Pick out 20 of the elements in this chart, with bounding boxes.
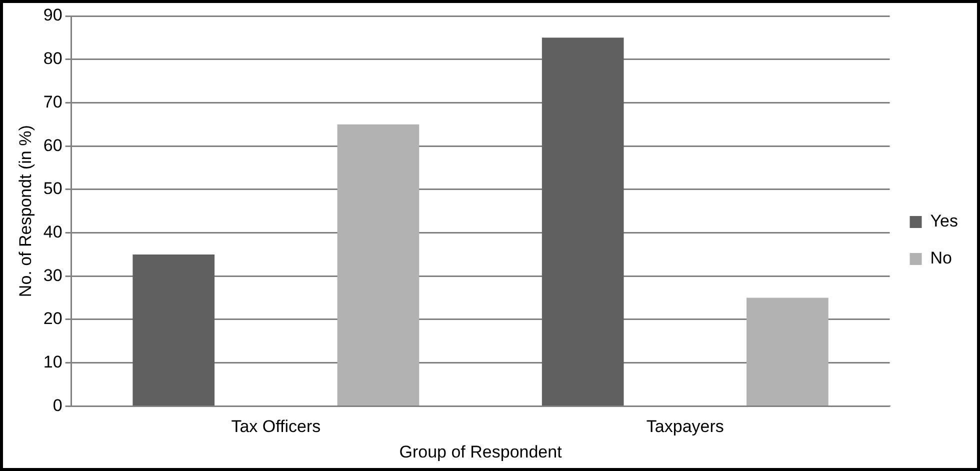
bar (746, 298, 828, 406)
y-tick-label: 80 (43, 49, 62, 68)
bar (132, 254, 215, 406)
y-tick-label: 0 (52, 396, 62, 415)
y-tick-label: 50 (43, 179, 62, 198)
x-axis-title: Group of Respondent (399, 442, 562, 462)
y-tick-label: 40 (43, 222, 62, 242)
x-tick-label: Tax Officers (231, 417, 321, 436)
legend-label: No (930, 248, 952, 268)
bar (337, 124, 420, 406)
y-axis-title: No. of Respondt (in %) (16, 125, 35, 298)
legend-label: Yes (930, 212, 958, 231)
bar (542, 38, 624, 406)
x-tick-label: Taxpayers (646, 417, 724, 436)
y-tick-label: 70 (43, 92, 62, 112)
y-tick-label: 10 (43, 352, 62, 372)
y-tick-label: 90 (43, 6, 62, 25)
y-tick-label: 20 (43, 309, 62, 328)
y-tick-label: 60 (43, 136, 62, 155)
y-tick-label: 30 (43, 266, 62, 285)
